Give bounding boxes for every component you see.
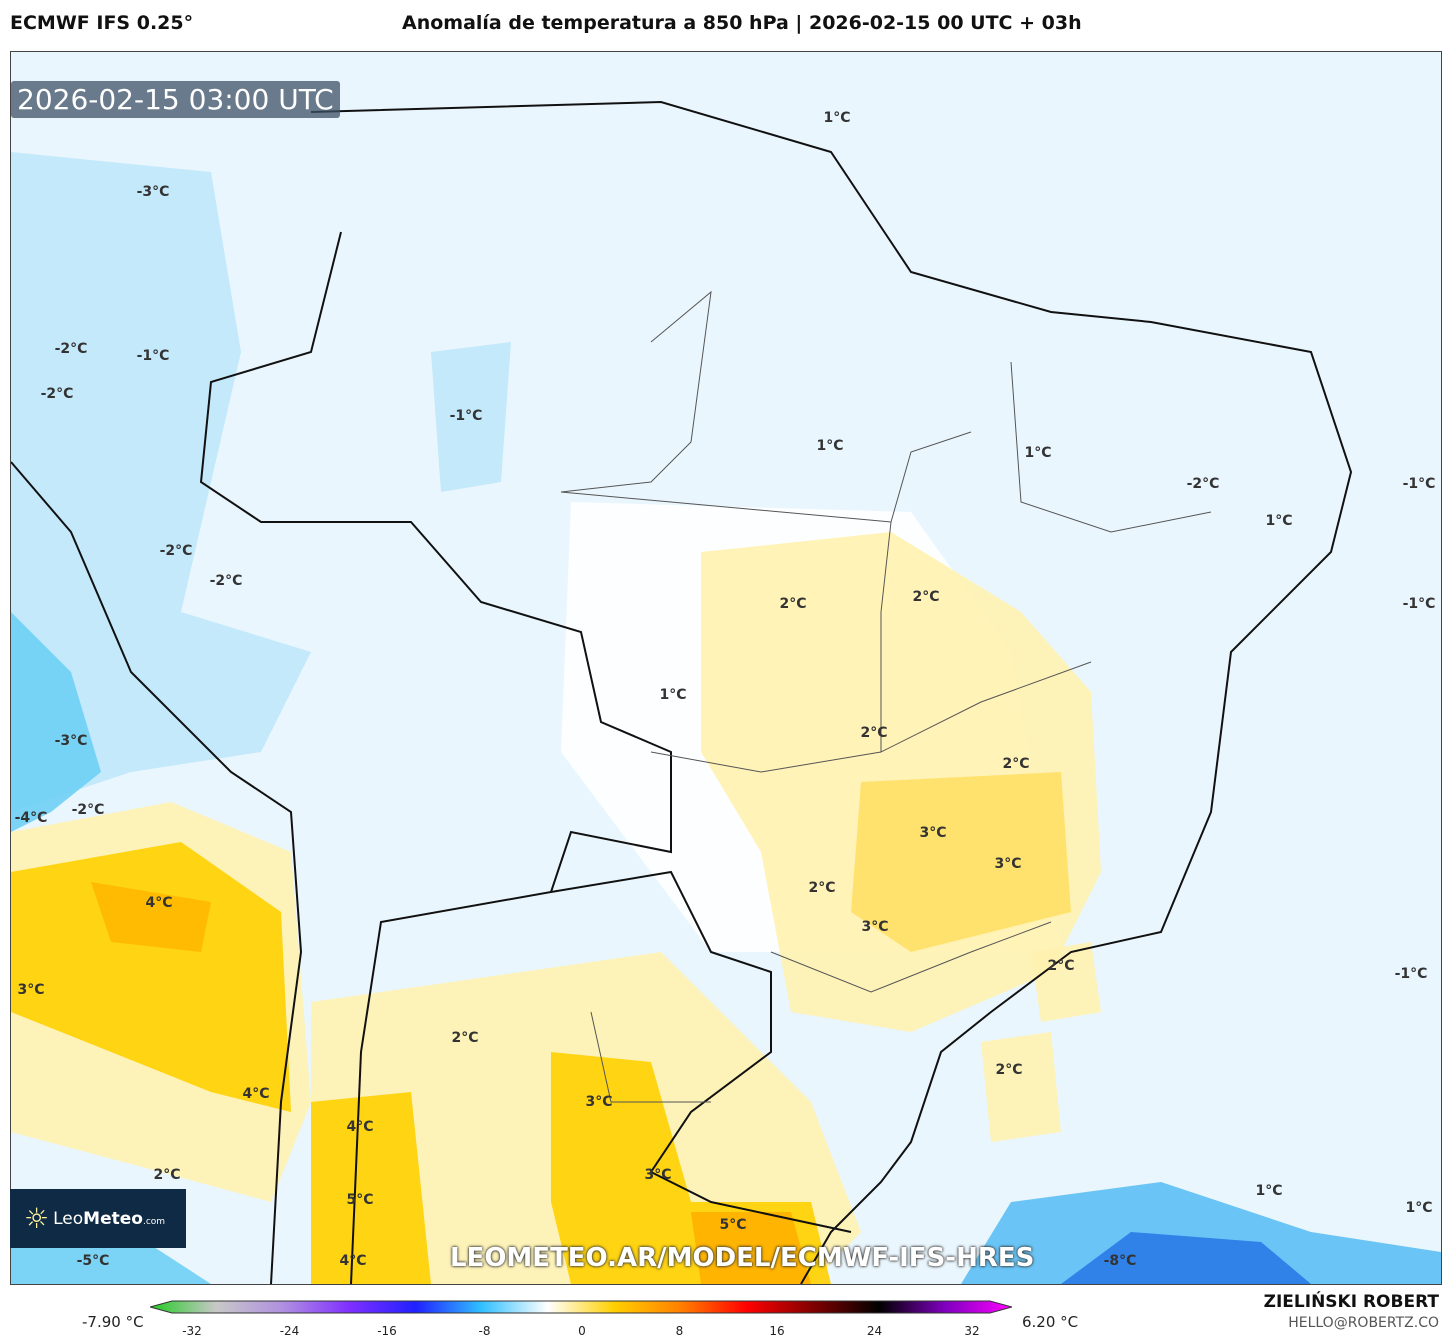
- colorbar-tick: 24: [866, 1324, 883, 1338]
- contour-label: -2°C: [159, 543, 193, 559]
- contour-label: -2°C: [40, 386, 74, 402]
- contour-label: 1°C: [1024, 445, 1052, 461]
- contour-label: 4°C: [145, 895, 173, 911]
- leometeo-logo[interactable]: ☼ LeoMeteo.com: [10, 1189, 186, 1248]
- colorbar-tick: 32: [964, 1324, 980, 1338]
- contour-label: 1°C: [1405, 1200, 1433, 1216]
- contour-label: 1°C: [816, 438, 844, 454]
- colorbar-bar: [150, 1300, 1012, 1314]
- cold-region-pacific: [11, 612, 101, 832]
- map-layer: [11, 100, 1441, 1284]
- colorbar-tick: -8: [478, 1324, 491, 1338]
- contour-label: -2°C: [54, 341, 88, 357]
- contour-label: 2°C: [153, 1167, 181, 1183]
- pacific-coastline: [11, 461, 303, 1284]
- contour-label: -3°C: [136, 184, 170, 200]
- contour-label: -1°C: [136, 348, 170, 364]
- colorbar-tick: -32: [182, 1324, 202, 1338]
- author-email: HELLO@ROBERTZ.CO: [1288, 1315, 1439, 1331]
- colorbar-max-label: 6.20 °C: [1022, 1313, 1079, 1331]
- contour-label: 4°C: [242, 1086, 270, 1102]
- source-url: LEOMETEO.AR/MODEL/ECMWF-IFS-HRES: [450, 1243, 1035, 1273]
- contour-label: -8°C: [1103, 1253, 1137, 1269]
- state-borders: [560, 290, 1212, 1103]
- anomaly-fill: [11, 152, 1441, 1284]
- contour-label: 3°C: [994, 856, 1022, 872]
- contour-label: 1°C: [1255, 1183, 1283, 1199]
- contour-label: 1°C: [659, 687, 687, 703]
- cold-region-south-atlantic: [961, 1182, 1441, 1284]
- contour-label: -1°C: [1402, 476, 1436, 492]
- colorbar-tick: -24: [279, 1324, 300, 1338]
- contour-label: 5°C: [719, 1217, 747, 1233]
- contour-label: 2°C: [995, 1062, 1023, 1078]
- contour-label: -1°C: [1402, 596, 1436, 612]
- contour-label: -2°C: [1186, 476, 1220, 492]
- contour-label: 2°C: [1047, 958, 1075, 974]
- contour-label: 2°C: [808, 880, 836, 896]
- colorbar-tick: 8: [675, 1324, 684, 1338]
- contour-label: 4°C: [339, 1253, 367, 1269]
- country-borders: [11, 100, 1353, 1284]
- contour-label: 2°C: [912, 589, 940, 605]
- south-america-coastline: [310, 100, 1353, 1284]
- contour-label: 3°C: [919, 825, 947, 841]
- logo-text: LeoMeteo.com: [53, 1208, 166, 1229]
- brazil-border: [199, 231, 672, 1284]
- model-name: ECMWF IFS 0.25°: [10, 12, 194, 34]
- contour-label: 1°C: [823, 110, 851, 126]
- sun-icon: ☼: [24, 1202, 50, 1235]
- colorbar-tick: 16: [769, 1324, 785, 1338]
- contour-label: 2°C: [451, 1030, 479, 1046]
- contour-label: 3°C: [861, 919, 889, 935]
- author-name: ZIELIŃSKI ROBERT: [1263, 1292, 1439, 1312]
- colorbar-min-label: -7.90 °C: [82, 1313, 144, 1331]
- contour-label: 2°C: [860, 725, 888, 741]
- cold-region-andes: [11, 152, 311, 812]
- cold-region-north: [431, 342, 511, 492]
- contour-label: 3°C: [585, 1094, 613, 1110]
- colorbar-tick: 0: [578, 1324, 586, 1338]
- contour-label: -1°C: [1394, 966, 1428, 982]
- contour-label: -2°C: [71, 802, 105, 818]
- contour-label: -3°C: [54, 733, 88, 749]
- valid-time-stamp: 2026-02-15 03:00 UTC: [11, 81, 340, 118]
- colorbar: [150, 1300, 1012, 1314]
- contour-label: 3°C: [644, 1167, 672, 1183]
- colorbar-tick: -16: [377, 1324, 397, 1338]
- contour-label: 3°C: [17, 982, 45, 998]
- temperature-anomaly-map[interactable]: 2026-02-15 03:00 UTC -3°C 1°C -2°C -1°C -2°C…: [10, 51, 1442, 1285]
- contour-label: 4°C: [346, 1119, 374, 1135]
- contour-label: 2°C: [779, 596, 807, 612]
- contour-label: 1°C: [1265, 513, 1293, 529]
- chart-title: Anomalía de temperatura a 850 hPa | 2026…: [402, 12, 1082, 34]
- contour-label: 2°C: [1002, 756, 1030, 772]
- contour-label: -2°C: [209, 573, 243, 589]
- contour-label: 5°C: [346, 1192, 374, 1208]
- contour-label: -4°C: [14, 810, 48, 826]
- contour-label: -5°C: [76, 1253, 110, 1269]
- contour-label: -1°C: [449, 408, 483, 424]
